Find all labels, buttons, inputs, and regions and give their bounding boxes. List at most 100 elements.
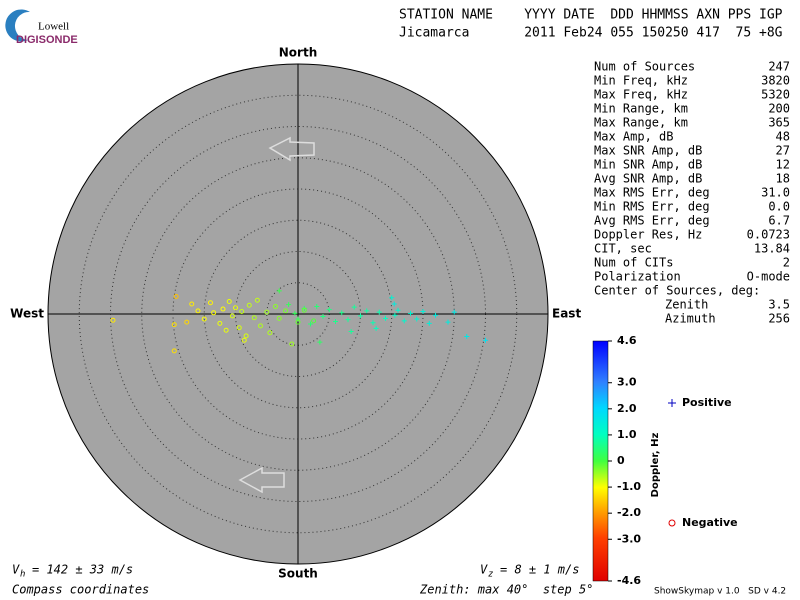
source-positive (383, 315, 388, 321)
legend-marker (668, 519, 676, 527)
vh-text: = 142 ± 33 m/s (32, 563, 133, 577)
source-negative (295, 319, 301, 325)
source-negative (236, 325, 242, 331)
colorbar-tick-label: -1.0 (617, 480, 641, 493)
source-positive (292, 310, 298, 316)
colorbar-tick-label: -2.0 (617, 506, 641, 519)
direction-label: North (279, 46, 317, 60)
source-negative (226, 299, 232, 304)
source-positive (445, 319, 451, 325)
stat-value: 5320 (761, 88, 790, 102)
source-positive (401, 318, 407, 324)
vz-text: = 8 ± 1 m/s (500, 563, 579, 577)
stat-value: 0.0 (768, 200, 790, 214)
source-positive (351, 304, 357, 310)
source-positive (395, 307, 401, 313)
center-label: Zenith (665, 298, 708, 312)
source-negative (264, 309, 270, 315)
source-negative (301, 307, 307, 313)
source-negative (311, 318, 317, 324)
stat-label: Min Freq, kHz (594, 74, 688, 88)
colorbar (592, 340, 609, 582)
colorbar-tick-label: -4.6 (617, 574, 641, 587)
source-negative (289, 341, 295, 347)
stat-value: 31.0 (761, 186, 790, 200)
source-negative (223, 327, 229, 333)
stat-value: O-mode (747, 270, 790, 284)
stat-label: Max Range, km (594, 116, 688, 130)
colorbar-label: Doppler, Hz (650, 433, 661, 498)
source-positive (333, 319, 338, 324)
source-negative (184, 319, 190, 325)
source-positive (433, 312, 438, 318)
colorbar-tick-label: 3.0 (617, 376, 637, 389)
stat-value: 200 (768, 102, 790, 116)
source-positive (358, 313, 363, 319)
source-positive (295, 316, 301, 322)
stat-label: Min RMS Err, deg (594, 200, 710, 214)
source-positive (308, 321, 313, 327)
source-positive (464, 334, 470, 339)
source-negative (229, 313, 235, 319)
center-title: Center of Sources, deg: (594, 284, 760, 298)
direction-label: South (278, 567, 318, 581)
source-negative (208, 300, 213, 306)
stat-value: 27 (776, 144, 790, 158)
colorbar-tick-label: 0 (617, 454, 625, 467)
source-negative (243, 333, 249, 339)
source-positive (414, 316, 420, 322)
coords-note: Compass coordinates (12, 583, 149, 597)
source-positive (420, 309, 426, 314)
stat-label: Num of CITs (594, 256, 673, 270)
source-negative (276, 315, 282, 321)
stat-label: Num of Sources (594, 60, 695, 74)
source-positive (276, 288, 282, 294)
stat-value: 18 (776, 172, 790, 186)
source-negative (251, 315, 257, 321)
velocity-arrow (268, 136, 315, 162)
logo-swoosh (5, 9, 31, 42)
source-positive (317, 339, 323, 345)
stat-label: Polarization (594, 270, 681, 284)
source-positive (314, 304, 320, 309)
source-positive (376, 309, 382, 315)
vz-symbol: V (480, 563, 488, 577)
header-line: STATION NAME YYYY DATE DDD HHMMSS AXN PP… (399, 8, 783, 23)
logo-top: Lowell (38, 21, 69, 33)
stat-value: 247 (768, 60, 790, 74)
colorbar-tick-label: 1.0 (617, 428, 637, 441)
source-positive (408, 310, 413, 316)
stat-label: Max RMS Err, deg (594, 186, 710, 200)
stat-label: Avg RMS Err, deg (594, 214, 710, 228)
source-positive (483, 337, 488, 343)
source-positive (426, 320, 432, 326)
legend-label: Positive (682, 396, 732, 409)
source-positive (320, 314, 326, 319)
zenith-note: Zenith: max 40° step 5° (419, 583, 593, 597)
source-negative (233, 305, 238, 311)
source-negative (258, 323, 263, 329)
source-negative (110, 317, 116, 323)
stat-label: Max Freq, kHz (594, 88, 688, 102)
stat-label: CIT, sec (594, 242, 652, 256)
source-negative (241, 337, 247, 343)
stat-label: Min SNR Amp, dB (594, 158, 702, 172)
stat-value: 0.0723 (747, 228, 790, 242)
source-negative (283, 308, 288, 314)
source-negative (239, 309, 245, 314)
stat-value: 6.7 (768, 214, 790, 228)
center-value: 256 (768, 312, 790, 326)
version: ShowSkymap v 1.0 SD v 4.2 (654, 587, 786, 597)
stat-label: Max SNR Amp, dB (594, 144, 702, 158)
vh-sub: h (20, 570, 25, 580)
source-positive (392, 312, 398, 318)
source-negative (171, 348, 177, 354)
source-positive (389, 295, 395, 301)
source-negative (246, 302, 252, 308)
source-positive (370, 320, 376, 326)
source-negative (254, 297, 260, 303)
colorbar-tick-label: -3.0 (617, 532, 641, 545)
colorbar-tick-label: 4.6 (617, 334, 637, 347)
vh-symbol: V (12, 563, 20, 577)
logo-bottom: DIGISONDE (16, 34, 78, 46)
